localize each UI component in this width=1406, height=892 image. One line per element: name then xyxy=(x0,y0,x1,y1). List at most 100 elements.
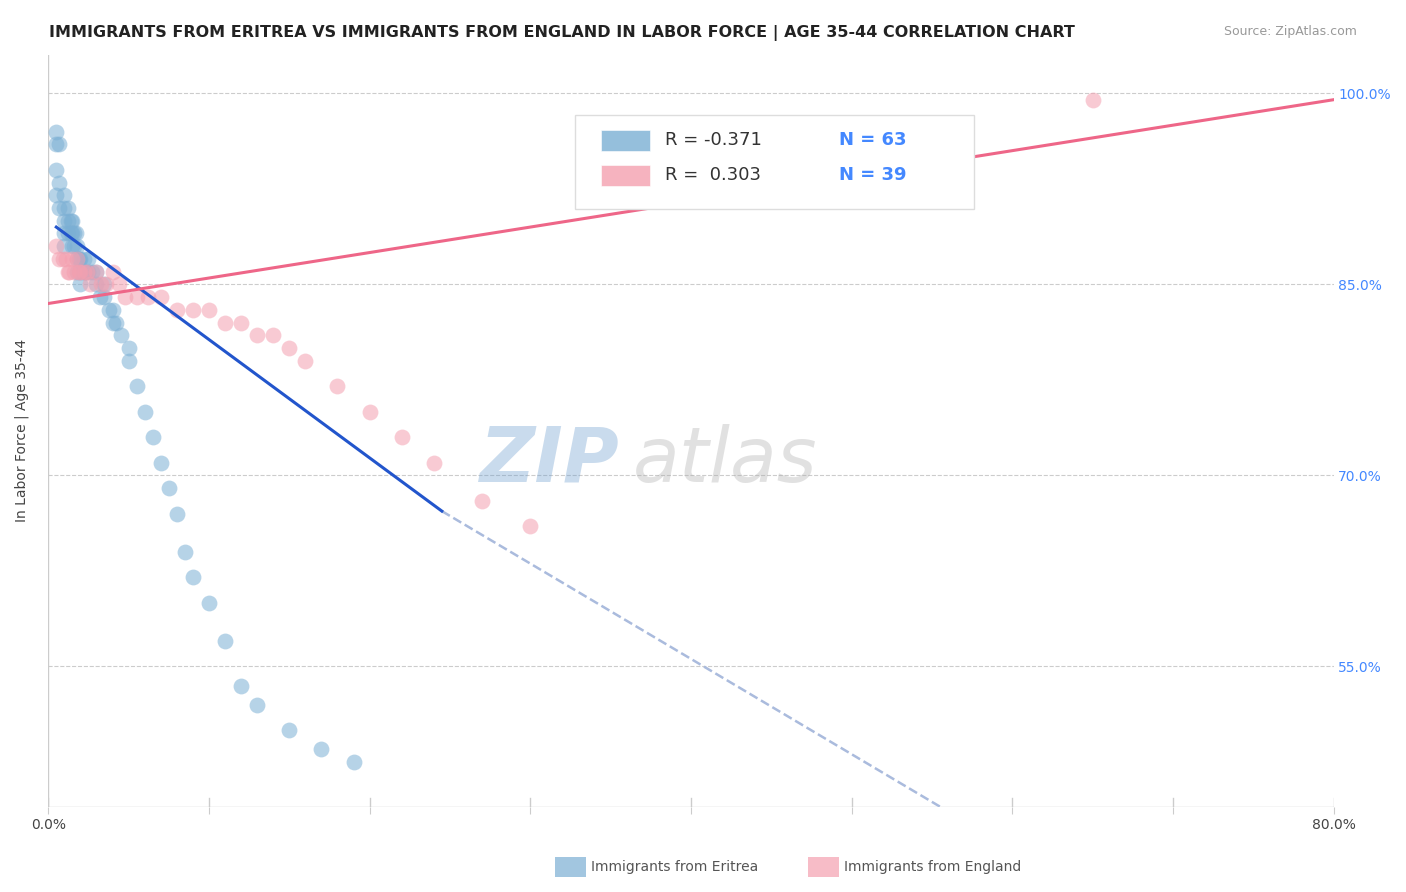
Point xyxy=(53,213,76,227)
Point xyxy=(149,290,172,304)
Point xyxy=(59,227,82,241)
Point xyxy=(93,277,115,292)
Point xyxy=(114,290,136,304)
Point xyxy=(60,213,83,227)
Point xyxy=(149,456,172,470)
Text: N = 39: N = 39 xyxy=(839,167,907,185)
Text: Immigrants from Eritrea: Immigrants from Eritrea xyxy=(591,860,758,874)
Point xyxy=(110,328,132,343)
Text: IMMIGRANTS FROM ERITREA VS IMMIGRANTS FROM ENGLAND IN LABOR FORCE | AGE 35-44 CO: IMMIGRANTS FROM ERITREA VS IMMIGRANTS FR… xyxy=(49,25,1076,41)
Text: atlas: atlas xyxy=(633,424,817,498)
Point xyxy=(52,252,75,266)
Point xyxy=(423,456,446,470)
Point xyxy=(101,316,124,330)
Point xyxy=(58,265,80,279)
Point xyxy=(1081,93,1104,107)
Point xyxy=(45,137,67,152)
Point xyxy=(181,302,204,317)
Point xyxy=(66,265,89,279)
Point xyxy=(86,265,108,279)
Point xyxy=(342,755,364,769)
Point xyxy=(53,188,76,202)
Point xyxy=(63,265,86,279)
Point xyxy=(294,354,316,368)
Point xyxy=(262,328,284,343)
Point xyxy=(94,277,117,292)
Text: R =  0.303: R = 0.303 xyxy=(665,167,761,185)
Point xyxy=(53,239,76,253)
Bar xyxy=(600,129,650,151)
Point xyxy=(86,277,108,292)
Point xyxy=(75,265,97,279)
Point xyxy=(391,430,413,444)
Point xyxy=(278,723,301,738)
Point xyxy=(198,302,221,317)
Point xyxy=(142,430,165,444)
Point xyxy=(45,239,67,253)
Point xyxy=(198,596,221,610)
Point xyxy=(77,252,100,266)
Point xyxy=(56,227,79,241)
Point xyxy=(79,277,101,292)
Point xyxy=(56,201,79,215)
Point xyxy=(53,227,76,241)
Point xyxy=(80,265,103,279)
Point xyxy=(89,290,111,304)
Point xyxy=(66,239,89,253)
Point xyxy=(45,162,67,177)
Point xyxy=(246,328,269,343)
Point xyxy=(229,679,252,693)
Text: Source: ZipAtlas.com: Source: ZipAtlas.com xyxy=(1223,25,1357,38)
Point xyxy=(93,290,115,304)
Point xyxy=(104,316,127,330)
Point xyxy=(246,698,269,712)
Point xyxy=(101,302,124,317)
Point xyxy=(48,252,70,266)
Text: R = -0.371: R = -0.371 xyxy=(665,131,762,149)
Point xyxy=(125,290,148,304)
Point xyxy=(60,252,83,266)
Point xyxy=(60,239,83,253)
Text: Immigrants from England: Immigrants from England xyxy=(844,860,1021,874)
Point xyxy=(76,265,98,279)
Point xyxy=(278,341,301,355)
Point xyxy=(48,201,70,215)
Point xyxy=(69,252,91,266)
Bar xyxy=(600,165,650,186)
Point xyxy=(66,252,89,266)
Point xyxy=(72,265,94,279)
Point xyxy=(229,316,252,330)
Y-axis label: In Labor Force | Age 35-44: In Labor Force | Age 35-44 xyxy=(15,339,30,523)
Point xyxy=(66,252,89,266)
Point xyxy=(77,265,100,279)
FancyBboxPatch shape xyxy=(575,115,973,210)
Point xyxy=(48,137,70,152)
Point xyxy=(101,265,124,279)
Point xyxy=(53,201,76,215)
Point xyxy=(519,519,541,533)
Point xyxy=(72,252,94,266)
Point xyxy=(136,290,159,304)
Point xyxy=(69,277,91,292)
Point xyxy=(63,239,86,253)
Point xyxy=(48,176,70,190)
Point xyxy=(55,252,77,266)
Point xyxy=(56,213,79,227)
Point xyxy=(166,302,188,317)
Point xyxy=(108,277,131,292)
Point xyxy=(60,227,83,241)
Point xyxy=(69,265,91,279)
Point xyxy=(214,316,236,330)
Point xyxy=(67,252,90,266)
Point xyxy=(311,742,333,756)
Text: ZIP: ZIP xyxy=(481,424,620,498)
Point xyxy=(98,302,121,317)
Point xyxy=(65,227,87,241)
Text: N = 63: N = 63 xyxy=(839,131,907,149)
Point xyxy=(72,265,94,279)
Point xyxy=(45,124,67,138)
Point xyxy=(166,507,188,521)
Point xyxy=(56,265,79,279)
Point xyxy=(157,481,180,495)
Point xyxy=(181,570,204,584)
